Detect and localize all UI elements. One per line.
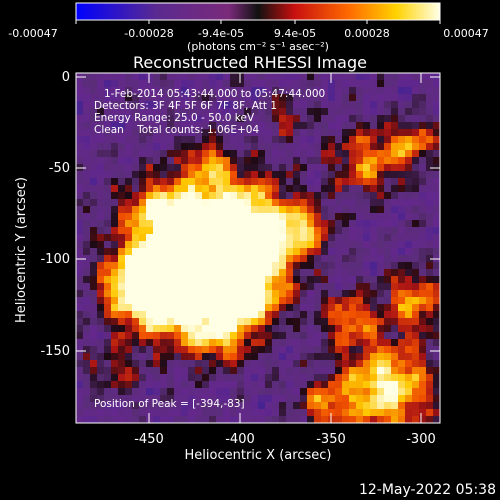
colorbar-tick-label: -9.4e-05 xyxy=(198,27,244,40)
colorbar-ticks xyxy=(75,20,441,24)
y-tick-label: -150 xyxy=(40,344,70,359)
colorbar-tick-label: 0.00028 xyxy=(344,27,390,40)
x-tick-label: -450 xyxy=(134,432,164,447)
annotation-detectors: Detectors: 3F 4F 5F 6F 7F 8F, Att 1 xyxy=(94,100,277,112)
annotation-time-range: 1-Feb-2014 05:43:44.000 to 05:47:44.000 xyxy=(104,88,325,100)
annotation-energy: Energy Range: 25.0 - 50.0 keV xyxy=(94,112,255,124)
image-map xyxy=(76,73,441,424)
colorbar-units-label: (photons cm⁻² s⁻¹ asec⁻²) xyxy=(187,40,329,53)
colorbar-tick-label: 9.4e-05 xyxy=(274,27,316,40)
annotation-peak: Position of Peak = [-394,-83] xyxy=(94,398,245,410)
colorbar-tick-label: -0.00047 xyxy=(8,27,57,40)
y-axis-label: Heliocentric Y (arcsec) xyxy=(14,177,29,323)
colorbar-tick-label: -0.00028 xyxy=(124,27,173,40)
x-tick-label: -400 xyxy=(225,432,255,447)
y-tick-label: -50 xyxy=(49,161,70,176)
y-tick-label: 0 xyxy=(62,70,70,85)
axis-ticks xyxy=(76,73,440,423)
colorbar xyxy=(75,2,441,21)
x-tick-label: -300 xyxy=(406,432,436,447)
plot-frame xyxy=(75,72,441,424)
x-tick-label: -350 xyxy=(316,432,346,447)
annotation-method: Clean Total counts: 1.06E+04 xyxy=(94,124,259,136)
y-tick-label: -100 xyxy=(40,252,70,267)
x-axis-label: Heliocentric X (arcsec) xyxy=(185,448,332,463)
plot-title: Reconstructed RHESSI Image xyxy=(133,53,367,72)
colorbar-tick-label: 0.00047 xyxy=(443,27,489,40)
footer-timestamp: 12-May-2022 05:38 xyxy=(358,482,496,498)
